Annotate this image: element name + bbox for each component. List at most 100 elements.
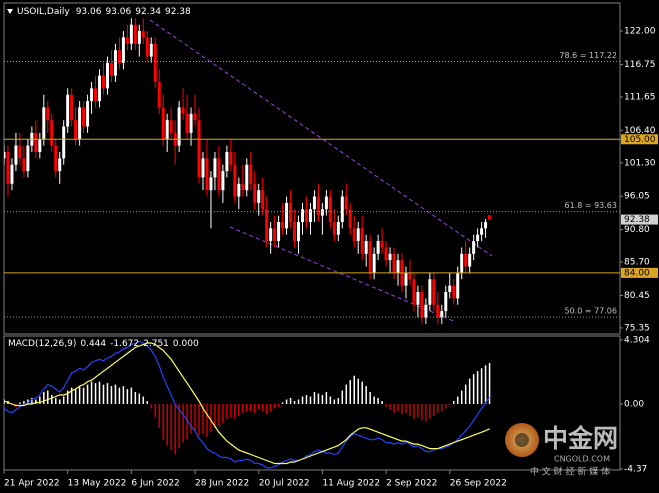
candle-body <box>436 304 440 318</box>
candle-body <box>412 279 416 305</box>
macd-bar <box>246 403 248 412</box>
candle-body <box>273 228 277 242</box>
macd-bar <box>429 403 431 419</box>
candle-body <box>245 164 249 191</box>
macd-bar <box>369 392 371 404</box>
macd-bar <box>261 403 264 412</box>
candle-body <box>480 228 484 235</box>
candle-body <box>380 241 384 248</box>
candle-body <box>98 75 102 102</box>
level-label: 84.00 <box>624 268 650 278</box>
macd-bar <box>425 403 427 422</box>
macd-bar <box>480 368 483 404</box>
macd-bar <box>337 398 340 404</box>
macd-bar <box>182 403 184 443</box>
macd-bar <box>170 403 172 451</box>
candle-body <box>62 126 66 159</box>
macd-bar <box>66 390 69 404</box>
macd-bar <box>421 403 423 421</box>
watermark-logo <box>505 423 539 457</box>
candle-body <box>109 62 113 76</box>
candle-body <box>281 221 285 229</box>
candle-body <box>181 107 185 114</box>
axes: 122.00 116.75 111.65 106.40 101.30 96.05 90.80… <box>3 27 658 489</box>
macd-line <box>4 342 490 465</box>
macd-bar <box>333 399 336 404</box>
candle-body <box>468 253 472 267</box>
candle-body <box>185 113 189 133</box>
candle-body <box>388 253 392 261</box>
candle-body <box>368 241 372 273</box>
candle-body <box>249 164 253 184</box>
macd-bar <box>277 403 280 407</box>
candle-body <box>133 24 137 44</box>
candle-body <box>277 221 281 242</box>
macd-bar <box>361 381 363 404</box>
candle-body <box>38 139 42 152</box>
candle-body <box>129 24 133 44</box>
y-tick-label: 80.45 <box>624 291 650 301</box>
candle-body <box>360 228 364 254</box>
macd-bar <box>257 403 260 410</box>
macd-bar <box>449 403 451 406</box>
macd-bar <box>456 396 459 404</box>
candle-body <box>165 120 169 140</box>
macd-bar <box>90 381 93 404</box>
candle-body <box>269 228 273 242</box>
y-tick-label: 106.40 <box>624 126 656 136</box>
macd-bar <box>309 396 312 404</box>
candle-body <box>476 234 480 242</box>
candle-body <box>289 202 293 222</box>
macd-bar <box>345 384 348 404</box>
candle-body <box>297 221 301 242</box>
macd-bar <box>130 387 133 404</box>
macd-bar <box>138 393 141 404</box>
macd-bar <box>23 400 25 404</box>
candle-body <box>14 145 18 165</box>
macd-bar <box>31 398 33 404</box>
macd-bar <box>190 403 192 434</box>
candle-body <box>428 279 432 305</box>
macd-bar <box>74 389 77 404</box>
macd-bar <box>341 390 344 404</box>
candle-body <box>488 215 492 220</box>
macd-bar <box>162 403 164 440</box>
macd-bar <box>285 399 288 404</box>
macd-line <box>4 340 491 469</box>
trend-line <box>149 19 493 257</box>
macd-bar <box>250 403 252 412</box>
macd-bar <box>78 386 81 404</box>
macd-bar <box>301 396 304 404</box>
candle-body <box>102 75 105 89</box>
x-tick-label: 11 Aug 2022 <box>322 479 380 489</box>
last-price-box <box>621 214 658 225</box>
y-tick-label: 116.75 <box>624 60 656 70</box>
candle-body <box>348 209 352 229</box>
candle-body <box>404 272 408 286</box>
macd-bar <box>393 403 395 413</box>
candle-body <box>225 151 229 172</box>
readout: 2.751 <box>143 339 169 349</box>
candle-body <box>145 37 149 57</box>
chart-title: USOIL,Daily 93.06 93.06 92.34 92.38 <box>17 7 191 17</box>
macd-bar <box>142 396 145 404</box>
candle-body <box>229 151 233 165</box>
macd-panel <box>4 340 491 469</box>
candle-body <box>113 50 117 76</box>
candle-body <box>464 253 468 267</box>
macd-bar <box>158 403 160 428</box>
macd-bar <box>154 403 156 418</box>
macd-bar <box>452 400 455 404</box>
y-tick-label: 85.70 <box>624 258 650 268</box>
candle-body <box>153 43 157 82</box>
candle-body <box>440 311 444 318</box>
macd-bar <box>417 403 419 418</box>
candle-body <box>384 247 388 261</box>
candle-body <box>221 171 225 191</box>
candle-body <box>117 50 121 63</box>
candle-body <box>137 31 141 44</box>
macd-bar <box>222 403 224 424</box>
macd-bar <box>214 403 216 428</box>
